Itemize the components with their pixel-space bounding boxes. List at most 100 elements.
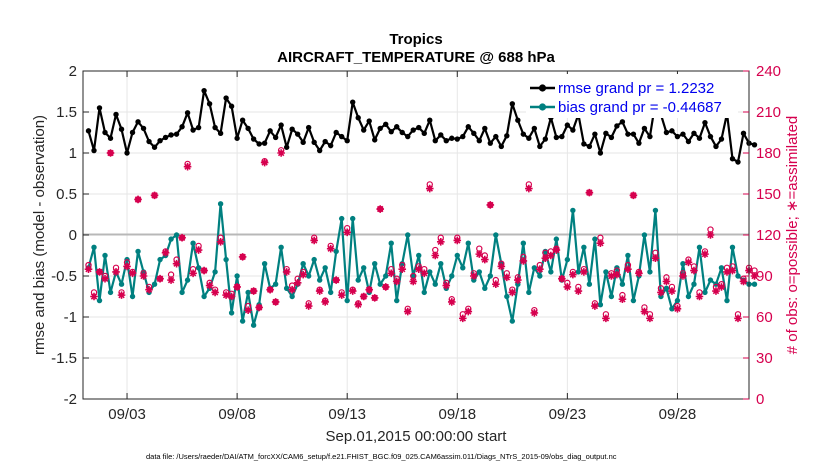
bias-point bbox=[223, 256, 229, 263]
bias-point bbox=[201, 293, 207, 300]
bias-point bbox=[190, 240, 196, 246]
x-tick-label: 09/13 bbox=[328, 406, 366, 423]
obs-assimilated-marker bbox=[310, 236, 318, 245]
rmse-point bbox=[272, 134, 279, 141]
obs-assimilated-marker bbox=[414, 265, 423, 273]
rmse-point bbox=[410, 127, 416, 133]
y-axis-right-ticks: 0 30 60 90 120 150 180 210 240 bbox=[743, 63, 781, 408]
obs-assimilated-marker bbox=[150, 191, 159, 200]
obs-assimilated-marker bbox=[277, 149, 285, 157]
obs-assimilated-marker bbox=[337, 291, 346, 299]
y-axis-right-label: # of obs: o=possible; ∗=assimilated bbox=[784, 116, 801, 355]
obs-assimilated-marker bbox=[205, 281, 214, 290]
obs-assimilated-marker bbox=[602, 314, 610, 323]
y-right-tick-label: 180 bbox=[756, 145, 781, 162]
rmse-point bbox=[537, 143, 543, 150]
obs-assimilated-marker bbox=[255, 303, 263, 312]
obs-assimilated-marker bbox=[227, 292, 236, 301]
obs-assimilated-marker bbox=[106, 149, 115, 157]
obs-assimilated-marker bbox=[260, 158, 269, 167]
rmse-point bbox=[366, 118, 372, 124]
obs-assimilated-marker bbox=[238, 253, 247, 261]
obs-assimilated-marker bbox=[365, 285, 374, 294]
bias-point bbox=[537, 273, 543, 279]
bias-point bbox=[96, 297, 103, 304]
obs-assimilated-marker bbox=[359, 292, 368, 301]
rmse-point bbox=[261, 140, 268, 146]
rmse-point bbox=[559, 133, 565, 140]
rmse-point bbox=[316, 147, 323, 154]
obs-assimilated-marker bbox=[376, 205, 385, 213]
obs-assimilated-marker bbox=[580, 268, 588, 276]
rmse-point bbox=[383, 121, 389, 128]
rmse-point bbox=[157, 138, 163, 144]
rmse-point bbox=[449, 135, 455, 141]
obs-assimilated-marker bbox=[525, 184, 533, 193]
obs-assimilated-marker bbox=[469, 272, 478, 280]
bias-point bbox=[91, 244, 97, 250]
rmse-point bbox=[146, 138, 152, 145]
obs-assimilated-marker bbox=[293, 279, 302, 287]
rmse-point bbox=[129, 129, 136, 136]
obs-assimilated-marker bbox=[723, 268, 731, 276]
rmse-point bbox=[735, 159, 741, 165]
obs-assimilated-marker bbox=[139, 272, 148, 280]
obs-assimilated-marker bbox=[712, 287, 720, 295]
bias-point bbox=[316, 277, 323, 283]
rmse-point bbox=[685, 138, 692, 145]
rmse-point bbox=[311, 139, 317, 146]
obs-assimilated-marker bbox=[249, 287, 258, 295]
chart-subtitle: AIRCRAFT_TEMPERATURE @ 688 hPa bbox=[277, 49, 555, 66]
obs-assimilated-marker bbox=[585, 188, 594, 197]
obs-assimilated-marker bbox=[178, 233, 186, 242]
bias-point bbox=[427, 269, 433, 275]
obs-assimilated-marker bbox=[123, 262, 131, 271]
bias-line bbox=[87, 202, 755, 327]
bias-point bbox=[107, 289, 114, 296]
y-tick-label: -1.5 bbox=[51, 350, 77, 367]
obs-assimilated-marker bbox=[348, 287, 357, 295]
obs-assimilated-marker bbox=[706, 231, 715, 239]
x-tick-label: 09/28 bbox=[659, 406, 697, 423]
rmse-point bbox=[608, 134, 615, 141]
bias-point bbox=[465, 240, 471, 246]
rmse-point bbox=[460, 133, 466, 140]
rmse-point bbox=[322, 138, 328, 145]
obs-assimilated-marker bbox=[183, 162, 192, 171]
rmse-point bbox=[102, 129, 108, 136]
rmse-point bbox=[162, 134, 169, 141]
obs-assimilated-marker bbox=[332, 276, 340, 284]
rmse-point bbox=[190, 127, 196, 133]
rmse-point bbox=[592, 131, 598, 137]
rmse-point bbox=[206, 101, 213, 107]
rmse-point bbox=[570, 127, 576, 133]
bias-point bbox=[355, 277, 361, 283]
obs-assimilated-marker bbox=[717, 283, 726, 291]
rmse-point bbox=[217, 130, 224, 137]
bias-point bbox=[272, 281, 279, 287]
obs-assimilated-marker bbox=[117, 291, 126, 299]
rmse-point bbox=[531, 125, 538, 132]
x-axis-ticks: 09/03 09/08 09/13 09/18 09/23 09/28 bbox=[108, 71, 696, 423]
obs-assimilated-marker bbox=[354, 300, 363, 309]
rmse-point bbox=[707, 133, 714, 140]
bias-point bbox=[526, 289, 532, 296]
obs-count-markers bbox=[84, 147, 759, 323]
obs-assimilated-marker bbox=[112, 268, 120, 276]
obs-assimilated-marker bbox=[304, 302, 313, 310]
bias-series bbox=[85, 201, 758, 328]
rmse-point bbox=[124, 150, 130, 156]
obs-assimilated-marker bbox=[591, 302, 599, 310]
obs-assimilated-marker bbox=[701, 250, 709, 258]
bias-point bbox=[327, 289, 334, 296]
obs-assimilated-marker bbox=[453, 236, 462, 245]
bias-point bbox=[217, 201, 224, 207]
obs-assimilated-marker bbox=[420, 269, 429, 278]
obs-assimilated-marker bbox=[84, 265, 93, 273]
obs-assimilated-marker bbox=[668, 287, 676, 295]
bias-point bbox=[102, 252, 108, 259]
obs-assimilated-marker bbox=[194, 246, 203, 254]
obs-assimilated-marker bbox=[101, 274, 109, 283]
rmse-point bbox=[487, 140, 494, 146]
rmse-point bbox=[471, 130, 477, 137]
